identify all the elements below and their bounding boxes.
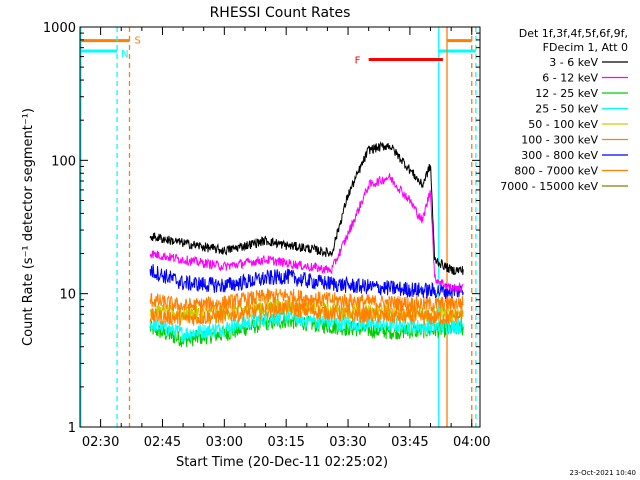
- flare-label: F: [355, 56, 361, 67]
- y-tick-label: 1: [68, 421, 76, 436]
- series-line-1: [149, 173, 464, 293]
- plot-frame: [79, 26, 481, 428]
- legend-entry-label: 7000 - 15000 keV: [500, 180, 598, 193]
- x-tick-label: 02:30: [82, 435, 119, 450]
- series-layer: [149, 141, 464, 348]
- legend-header-line: FDecim 1, Att 0: [543, 41, 628, 54]
- markers-layer: SN F: [80, 27, 477, 427]
- series-line-7: [149, 299, 464, 327]
- x-tick-label: 04:00: [453, 435, 490, 450]
- y-axis-label: Count Rate (s⁻¹ detector segment⁻¹): [21, 108, 36, 346]
- y-tick-label: 100: [51, 154, 76, 169]
- legend-header-line: Det 1f,3f,4f,5f,6f,9f,: [519, 27, 628, 40]
- legend-entry-label: 50 - 100 keV: [528, 118, 598, 131]
- x-tick-label: 03:30: [329, 435, 366, 450]
- x-tick-label: 03:00: [206, 435, 243, 450]
- series-line-3: [149, 308, 464, 343]
- y-tick-label: 10: [59, 288, 76, 303]
- series-line-5: [149, 288, 464, 315]
- legend-entry-label: 100 - 300 keV: [521, 134, 598, 147]
- legend-entry-label: 25 - 50 keV: [535, 103, 598, 116]
- series-line-6: [149, 264, 464, 299]
- plot-timestamp: 23-Oct-2021 10:40: [570, 469, 636, 477]
- x-tick-label: 03:15: [267, 435, 304, 450]
- x-axis-label: Start Time (20-Dec-11 02:25:02): [176, 455, 388, 470]
- legend-entry-label: 12 - 25 keV: [535, 87, 598, 100]
- axes-layer: 1 10 100 1000 02:30 02:45 03:00 03:15 03:30 03:45…: [43, 21, 491, 450]
- saa-label: S: [134, 36, 140, 47]
- x-tick-label: 02:45: [144, 435, 181, 450]
- legend: Det 1f,3f,4f,5f,6f,9f,FDecim 1, Att 0 3 -…: [500, 27, 628, 193]
- chart-title: RHESSI Count Rates: [210, 5, 351, 21]
- plot-area: SN F 1 10 100 1000 02:30 02:45 03:00 03:15 03:30 0…: [43, 21, 491, 450]
- series-line-0: [149, 141, 464, 276]
- night-label: N: [121, 49, 128, 60]
- legend-entry-label: 800 - 7000 keV: [514, 165, 598, 178]
- y-tick-label: 1000: [43, 21, 76, 36]
- legend-entry-label: 3 - 6 keV: [549, 56, 598, 69]
- legend-entry-label: 300 - 800 keV: [521, 149, 598, 162]
- x-tick-label: 03:45: [391, 435, 428, 450]
- legend-entry-label: 6 - 12 keV: [542, 72, 598, 85]
